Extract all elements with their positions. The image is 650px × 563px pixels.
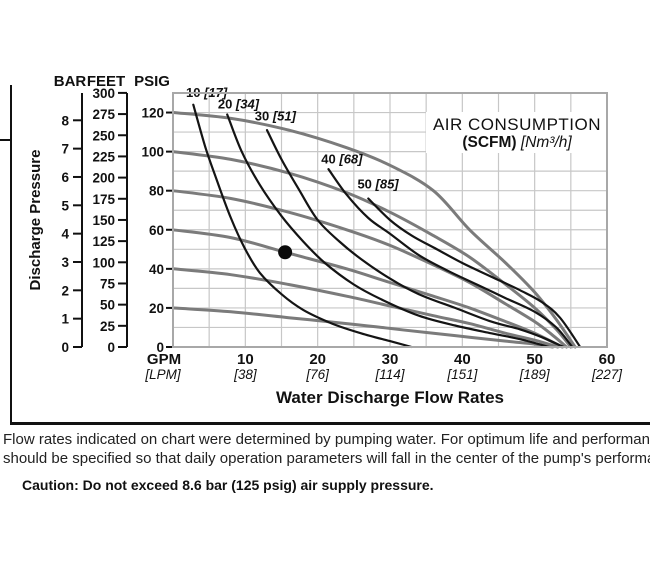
svg-text:80: 80 (149, 184, 164, 199)
x-axis-labels: GPM[LPM] 10[38] 20[76] 30[114] 40[151] 50[189… (144, 351, 623, 382)
svg-text:20: 20 (149, 301, 164, 316)
chart-title: AIR CONSUMPTION(SCFM) [Nm³/h] (426, 112, 609, 153)
svg-text:PSIG: PSIG (134, 73, 170, 90)
footnote-line-1: Flow rates indicated on chart were deter… (3, 431, 650, 448)
svg-text:0: 0 (156, 340, 164, 355)
y-axis-title: Discharge Pressure (27, 150, 44, 291)
caution-text: Caution: Do not exceed 8.6 bar (125 psig… (22, 477, 434, 493)
svg-text:60: 60 (149, 223, 164, 238)
water-curve-120psig (171, 111, 577, 349)
svg-text:275: 275 (92, 107, 115, 122)
svg-text:200: 200 (92, 171, 115, 186)
pump-performance-chart: AIR CONSUMPTION(SCFM) [Nm³/h]10 [17]20 [… (0, 73, 650, 425)
svg-text:6: 6 (61, 170, 69, 185)
svg-text:1: 1 (61, 312, 69, 327)
svg-text:4: 4 (61, 227, 69, 242)
water-curve-100psig (171, 150, 573, 349)
svg-text:[76]: [76] (305, 367, 330, 382)
pressure-scale-headers: BAR FEET PSIG (54, 73, 170, 90)
svg-text:100: 100 (141, 145, 164, 160)
water-curve-80psig (171, 189, 568, 349)
svg-text:150: 150 (92, 213, 115, 228)
svg-text:0: 0 (107, 340, 115, 355)
svg-text:50: 50 (526, 351, 543, 368)
footnote-text: Flow rates indicated on chart were deter… (3, 431, 650, 468)
air-curve-50scfm (367, 197, 582, 349)
water-curve-60psig (171, 228, 564, 349)
water-performance-curves (171, 111, 577, 349)
svg-text:120: 120 (141, 106, 164, 121)
svg-text:60: 60 (599, 351, 616, 368)
air-curve-10scfm (192, 103, 413, 349)
svg-text:20: 20 (309, 351, 326, 368)
svg-text:40 [68]: 40 [68] (321, 151, 363, 166)
svg-text:5: 5 (61, 198, 69, 213)
svg-text:[227]: [227] (591, 367, 623, 382)
svg-text:0: 0 (61, 340, 69, 355)
svg-text:[38]: [38] (233, 367, 258, 382)
svg-text:[189]: [189] (519, 367, 551, 382)
air-curve-30scfm (265, 129, 565, 349)
svg-text:25: 25 (100, 319, 116, 334)
footnote-line-2: should be specified so that daily operat… (3, 449, 650, 467)
svg-text:40: 40 (149, 262, 164, 277)
svg-text:8: 8 (61, 113, 69, 128)
x-axis-title: Water Discharge Flow Rates (276, 388, 504, 407)
psig-scale: 0 20 40 60 80 100 120 (141, 106, 172, 355)
air-consumption-curves (192, 103, 582, 349)
svg-text:10: 10 (237, 351, 254, 368)
svg-text:FEET: FEET (87, 73, 125, 90)
svg-text:225: 225 (92, 149, 115, 164)
svg-text:3: 3 (61, 255, 69, 270)
svg-text:7: 7 (61, 142, 69, 157)
svg-text:125: 125 (92, 234, 115, 249)
svg-text:20 [34]: 20 [34] (218, 97, 260, 112)
svg-text:40: 40 (454, 351, 471, 368)
page-frame (0, 85, 650, 425)
svg-text:50: 50 (100, 298, 115, 313)
plot-border (172, 91, 608, 348)
svg-text:30: 30 (382, 351, 399, 368)
svg-text:75: 75 (100, 276, 116, 291)
water-curve-20psig (171, 306, 555, 349)
svg-text:BAR: BAR (54, 73, 87, 90)
feet-scale: 0 25 50 75 100 125 150 175 200 225 250 275 300 (92, 86, 128, 355)
air-curve-40scfm (327, 168, 574, 349)
water-curve-40psig (171, 267, 560, 349)
svg-text:(SCFM) [Nm³/h]: (SCFM) [Nm³/h] (462, 134, 572, 151)
svg-text:250: 250 (92, 128, 115, 143)
svg-text:50 [85]: 50 [85] (357, 177, 399, 192)
bar-scale: 0 1 2 3 4 5 6 7 8 (61, 92, 83, 355)
svg-text:2: 2 (61, 283, 69, 298)
svg-text:GPM: GPM (147, 351, 181, 368)
operating-point-marker (278, 245, 293, 260)
svg-text:30 [51]: 30 [51] (255, 108, 297, 123)
svg-text:[114]: [114] (374, 367, 405, 382)
svg-text:[LPM]: [LPM] (144, 367, 182, 382)
svg-text:100: 100 (92, 255, 115, 270)
air-curve-20scfm (226, 113, 551, 349)
svg-text:175: 175 (92, 192, 115, 207)
svg-text:300: 300 (92, 86, 115, 101)
svg-text:[151]: [151] (446, 367, 478, 382)
svg-text:AIR CONSUMPTION: AIR CONSUMPTION (433, 115, 601, 134)
